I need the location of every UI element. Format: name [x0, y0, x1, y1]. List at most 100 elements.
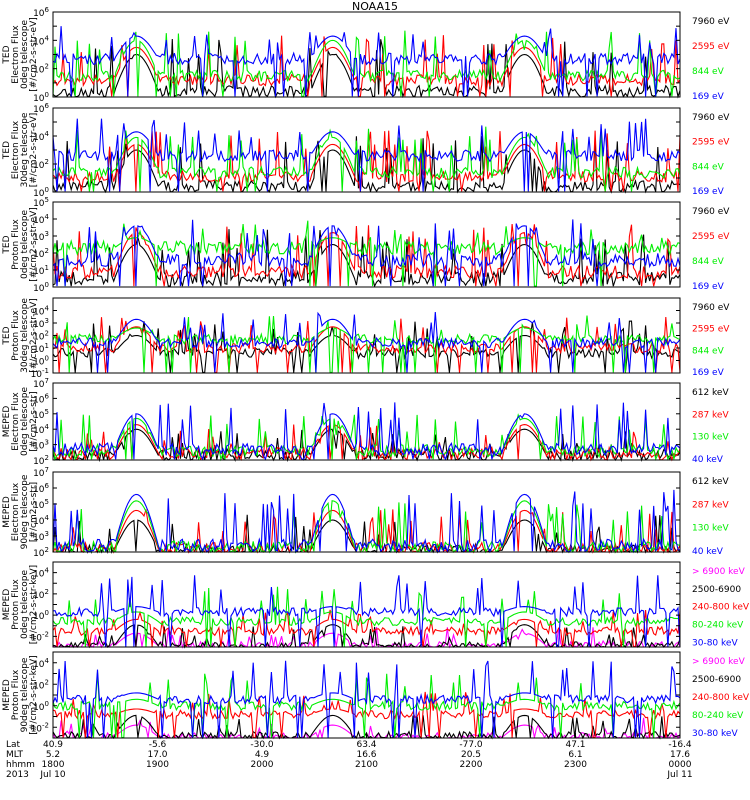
ytick-label-3-6: 105: [33, 196, 49, 209]
series-7-3: [52, 609, 681, 648]
ytick-label-8-1: 10-2: [31, 721, 49, 734]
ytick-label-2-2: 102: [33, 158, 49, 171]
series-8-4: [52, 672, 681, 739]
legend-5-3: 130 keV: [692, 433, 729, 443]
legend-8-2: 2500-6900: [692, 675, 741, 685]
series-2-1: [52, 136, 681, 194]
ytick-label-7-2: 100: [33, 609, 49, 622]
ytick-label-3-5: 104: [33, 213, 49, 226]
xaxis-cell-1-4: Jul 10: [39, 770, 65, 780]
ylabel-4: TEDProton Flux30deg telescope[#/cm2-s-st…: [2, 298, 39, 373]
xaxis-cell-5-1: -77.0: [459, 740, 483, 750]
legend-1-4: 169 eV: [692, 92, 725, 102]
xaxis-cell-4-3: 2100: [355, 760, 378, 770]
legend-8-1: > 6900 keV: [692, 657, 746, 667]
xaxis-cell-6-1: 47.1: [565, 740, 585, 750]
series-2-3: [52, 126, 681, 192]
series-8-3: [52, 691, 681, 739]
xaxis-cell-2-1: -5.6: [149, 740, 167, 750]
ylabel-8: MEPEDProton Flux90deg telescope[#/cm2-s-…: [2, 655, 39, 734]
ytick-label-4-3: 101: [33, 342, 49, 355]
ytick-label-6-1: 102: [33, 546, 49, 559]
legend-4-3: 844 eV: [692, 346, 725, 356]
series-8-5: [52, 660, 681, 738]
legend-6-3: 130 keV: [692, 524, 729, 534]
ytick-label-1-3: 104: [33, 34, 49, 47]
ytick-label-5-4: 105: [33, 408, 49, 421]
xaxis-cell-3-1: -30.0: [250, 740, 274, 750]
series-7-4: [52, 586, 681, 647]
ylabel-6: MEPEDElectron Flux90deg telescope[#/cm2-…: [2, 474, 39, 549]
series-6-4: [52, 489, 681, 554]
xaxis-cell-4-1: 63.4: [356, 740, 376, 750]
ylabel-1: TEDElectron Flux0deg telescope[#/cm2-s-s…: [2, 17, 39, 92]
ytick-label-7-3: 102: [33, 588, 49, 601]
xaxis-cell-2-2: 17.0: [147, 750, 167, 760]
legend-7-3: 240-800 keV: [692, 603, 750, 613]
xaxis-cell-7-3: 0000: [669, 760, 692, 770]
xaxis-cell-1-2: 5.2: [46, 750, 60, 760]
panel-frame-2: [52, 107, 681, 193]
xaxis-cell-5-3: 2200: [460, 760, 483, 770]
xaxis-cell-7-2: 17.6: [670, 750, 690, 760]
ytick-label-2-1: 100: [33, 186, 49, 199]
series-4-4: [52, 311, 681, 373]
xaxis-cell-3-2: 4.9: [255, 750, 270, 760]
legend-8-3: 240-800 keV: [692, 693, 750, 703]
legend-6-1: 612 keV: [692, 477, 729, 487]
panel-frame-6: [52, 471, 681, 553]
legend-5-1: 612 keV: [692, 388, 729, 398]
ytick-label-4-6: 104: [33, 305, 49, 318]
legend-8-4: 80-240 keV: [692, 711, 744, 721]
xaxis-row-label-3: hhmm: [6, 760, 35, 770]
xaxis-cell-3-3: 2000: [251, 760, 274, 770]
ytick-label-3-2: 101: [33, 264, 49, 277]
xaxis-cell-5-2: 20.5: [461, 750, 481, 760]
legend-2-2: 2595 eV: [692, 138, 730, 148]
ylabel-5: MEPEDElectron Flux0deg telescope[#/cm2-s…: [2, 387, 39, 457]
ytick-label-6-3: 104: [33, 514, 49, 527]
series-4-3: [52, 315, 681, 373]
legend-4-2: 2595 eV: [692, 325, 730, 335]
legend-5-2: 287 keV: [692, 410, 729, 420]
series-1-3: [52, 30, 681, 97]
legend-3-2: 2595 eV: [692, 232, 730, 242]
xaxis-cell-4-2: 16.6: [356, 750, 376, 760]
series-2-4: [52, 118, 681, 192]
legend-6-2: 287 keV: [692, 500, 729, 510]
legend-6-4: 40 keV: [692, 547, 724, 557]
ytick-label-2-4: 106: [33, 102, 49, 115]
ytick-label-1-4: 106: [33, 6, 49, 19]
series-7-5: [52, 575, 681, 648]
ytick-label-8-3: 102: [33, 678, 49, 691]
ytick-label-7-4: 104: [33, 567, 49, 580]
panel-frame-4: [52, 297, 681, 374]
xaxis-row-label-1: Lat: [6, 740, 21, 750]
legend-7-4: 80-240 keV: [692, 620, 744, 630]
legend-7-5: 30-80 keV: [692, 638, 738, 648]
ytick-label-3-3: 102: [33, 247, 49, 260]
ytick-label-7-1: 10-2: [31, 630, 49, 643]
ytick-label-6-2: 103: [33, 530, 49, 543]
series-3-1: [52, 229, 681, 289]
legend-3-3: 844 eV: [692, 257, 725, 267]
legend-2-3: 844 eV: [692, 162, 725, 172]
ytick-label-8-2: 100: [33, 700, 49, 713]
series-5-2: [52, 423, 681, 462]
ylabel-2: TEDElectron Flux30deg telescope[#/cm2-s-…: [2, 112, 39, 187]
ytick-label-5-3: 104: [33, 423, 49, 436]
series-1-1: [52, 38, 681, 99]
plot-title: NOAA15: [351, 0, 399, 13]
legend-2-4: 169 eV: [692, 187, 725, 197]
ytick-label-4-5: 103: [33, 317, 49, 330]
ytick-label-3-1: 100: [33, 281, 49, 294]
series-3-3: [52, 220, 681, 287]
